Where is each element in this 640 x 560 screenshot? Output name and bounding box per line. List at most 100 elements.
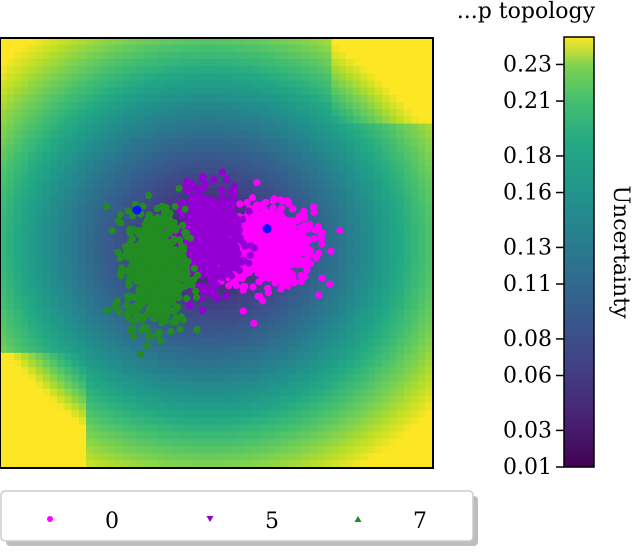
heatmap-cell (353, 417, 362, 426)
heatmap-cell (396, 360, 405, 369)
heatmap-cell (353, 223, 362, 232)
heatmap-cell (244, 309, 254, 318)
heatmap-cell (302, 374, 311, 383)
heatmap-cell (50, 438, 59, 447)
heatmap-cell (345, 245, 355, 254)
heatmap-cell (389, 331, 398, 340)
heatmap-cell (179, 188, 189, 197)
heatmap-cell (381, 274, 391, 283)
heatmap-cell (309, 38, 319, 46)
heatmap-cell (136, 94, 145, 103)
heatmap-cell (418, 94, 427, 103)
heatmap-cell (345, 424, 355, 433)
heatmap-cell (403, 166, 412, 175)
heatmap-cell (244, 274, 254, 283)
heatmap-cell (288, 395, 297, 404)
heatmap-cell (309, 395, 319, 404)
heatmap-cell (114, 231, 124, 240)
heatmap-cell (374, 166, 383, 175)
heatmap-cell (136, 123, 145, 132)
heatmap-cell (252, 102, 261, 111)
heatmap-cell (259, 388, 268, 397)
heatmap-cell (345, 130, 355, 139)
heatmap-cell (158, 152, 167, 161)
heatmap-cell (158, 109, 167, 118)
heatmap-cell (42, 274, 52, 283)
heatmap-cell (100, 159, 109, 168)
heatmap-cell (374, 274, 383, 283)
heatmap-cell (151, 453, 160, 462)
heatmap-cell (13, 109, 23, 118)
heatmap-cell (64, 209, 73, 218)
heatmap-cell (418, 431, 427, 440)
heatmap-cell (136, 395, 145, 404)
heatmap-cell (78, 116, 88, 125)
heatmap-cell (338, 173, 347, 182)
heatmap-cell (86, 259, 95, 268)
heatmap-cell (165, 73, 174, 82)
heatmap-cell (374, 87, 383, 96)
heatmap-cell (179, 102, 189, 111)
heatmap-cell (302, 431, 311, 440)
heatmap-cell (129, 388, 138, 397)
heatmap-cell (6, 424, 15, 433)
chart-title: ...p topology (457, 0, 596, 24)
heatmap-cell (194, 116, 203, 125)
heatmap-cell (13, 388, 23, 397)
heatmap-cell (273, 166, 282, 175)
heatmap-cell (194, 331, 203, 340)
heatmap-cell (107, 109, 116, 118)
heatmap-cell (187, 360, 196, 369)
heatmap-cell (317, 309, 326, 318)
heatmap-cell (35, 460, 44, 468)
heatmap-cell (244, 331, 254, 340)
heatmap-cell (187, 324, 196, 333)
heatmap-cell (360, 424, 369, 433)
heatmap-cell (201, 109, 210, 118)
heatmap-cell (374, 130, 383, 139)
heatmap-cell (331, 338, 340, 347)
heatmap-cell (78, 38, 88, 46)
heatmap-cell (410, 410, 420, 419)
heatmap-cell (151, 360, 160, 369)
heatmap-cell (165, 173, 174, 182)
data-point (261, 206, 269, 214)
data-point (285, 200, 293, 208)
heatmap-cell (208, 381, 217, 390)
heatmap-cell (21, 166, 30, 175)
heatmap-cell (338, 102, 347, 111)
heatmap-cell (122, 259, 131, 268)
heatmap-cell (317, 317, 326, 326)
heatmap-cell (50, 137, 59, 146)
heatmap-cell (122, 388, 131, 397)
heatmap-cell (309, 94, 319, 103)
heatmap-cell (345, 388, 355, 397)
heatmap-cell (396, 152, 405, 161)
heatmap-cell (331, 274, 340, 283)
heatmap-cell (122, 173, 131, 182)
heatmap-cell (122, 87, 131, 96)
heatmap-cell (107, 324, 116, 333)
heatmap-cell (259, 281, 268, 290)
heatmap-cell (338, 245, 347, 254)
heatmap-cell (396, 309, 405, 318)
heatmap-cell (194, 388, 203, 397)
heatmap-cell (57, 123, 66, 132)
heatmap-cell (86, 446, 95, 455)
heatmap-cell (0, 410, 8, 419)
heatmap-cell (317, 453, 326, 462)
heatmap-cell (86, 202, 95, 211)
heatmap-cell (64, 288, 73, 297)
data-point (213, 199, 221, 207)
heatmap-cell (360, 453, 369, 462)
heatmap-cell (273, 102, 282, 111)
heatmap-cell (353, 44, 362, 53)
heatmap-cell (302, 195, 311, 204)
heatmap-cell (129, 367, 138, 376)
heatmap-cell (21, 94, 30, 103)
heatmap-cell (13, 317, 23, 326)
data-point (273, 213, 281, 221)
heatmap-cell (389, 374, 398, 383)
heatmap-cell (35, 245, 44, 254)
heatmap-cell (216, 123, 225, 132)
